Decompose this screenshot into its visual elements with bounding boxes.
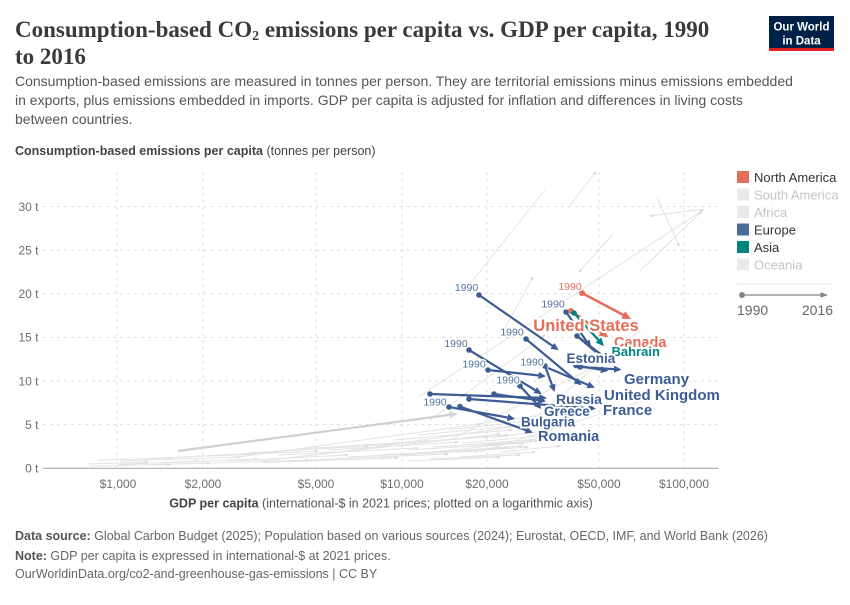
svg-text:Oceania: Oceania [754,258,803,273]
svg-text:1990: 1990 [500,327,524,339]
svg-text:$2,000: $2,000 [185,477,222,491]
svg-text:Germany: Germany [624,371,690,388]
svg-text:France: France [603,402,652,419]
svg-text:Consumption-based CO2 emission: Consumption-based CO2 emissions per capi… [15,17,709,44]
svg-text:to 2016: to 2016 [15,44,86,69]
svg-text:Asia: Asia [754,240,780,255]
svg-text:25 t: 25 t [18,244,39,258]
svg-text:Africa: Africa [754,205,788,220]
svg-text:1990: 1990 [423,397,447,409]
svg-text:Europe: Europe [754,223,796,238]
svg-text:United States: United States [533,317,638,335]
svg-text:$5,000: $5,000 [298,477,335,491]
svg-text:1990: 1990 [444,338,468,350]
svg-text:1990: 1990 [462,359,486,371]
svg-text:between countries.: between countries. [15,111,133,127]
svg-text:Russia: Russia [556,391,602,407]
svg-text:Our World: Our World [773,22,829,34]
svg-text:1990: 1990 [455,282,479,294]
svg-text:1990: 1990 [558,281,582,293]
svg-text:GDP per capita (international-: GDP per capita (international-$ in 2021 … [169,497,593,511]
svg-text:North America: North America [754,170,837,185]
svg-text:$100,000: $100,000 [659,477,709,491]
svg-text:$10,000: $10,000 [380,477,424,491]
svg-text:Greece: Greece [544,404,590,419]
svg-text:Data source: Global Carbon Bud: Data source: Global Carbon Budget (2025)… [15,529,768,543]
svg-text:20 t: 20 t [18,287,39,301]
svg-text:1990: 1990 [737,302,768,318]
svg-text:0 t: 0 t [25,462,39,476]
svg-text:1990: 1990 [496,375,520,387]
svg-text:United Kingdom: United Kingdom [604,387,720,404]
svg-text:5 t: 5 t [25,418,39,432]
svg-text:Bahrain: Bahrain [612,344,660,359]
svg-text:Consumption-based emissions ar: Consumption-based emissions are measured… [15,73,793,89]
svg-text:$50,000: $50,000 [577,477,621,491]
svg-text:$20,000: $20,000 [465,477,509,491]
svg-text:OurWorldinData.org/co2-and-gre: OurWorldinData.org/co2-and-greenhouse-ga… [15,567,378,581]
svg-text:1990: 1990 [541,299,565,311]
svg-text:Romania: Romania [538,429,600,445]
svg-text:2016: 2016 [802,302,833,318]
svg-text:South America: South America [754,188,839,203]
svg-text:in Data: in Data [782,36,821,48]
svg-text:1990: 1990 [520,357,544,369]
svg-text:15 t: 15 t [18,331,39,345]
svg-text:10 t: 10 t [18,374,39,388]
svg-text:$1,000: $1,000 [100,477,137,491]
svg-text:Consumption-based emissions pe: Consumption-based emissions per capita (… [15,144,376,158]
svg-text:Canada: Canada [614,335,667,351]
svg-text:Note: GDP per capita is expres: Note: GDP per capita is expressed in int… [15,549,391,563]
svg-text:in exports, plus emissions emb: in exports, plus emissions embedded in i… [15,92,743,108]
svg-text:Bulgaria: Bulgaria [521,415,576,430]
svg-text:Estonia: Estonia [567,351,616,366]
svg-text:30 t: 30 t [18,200,39,214]
